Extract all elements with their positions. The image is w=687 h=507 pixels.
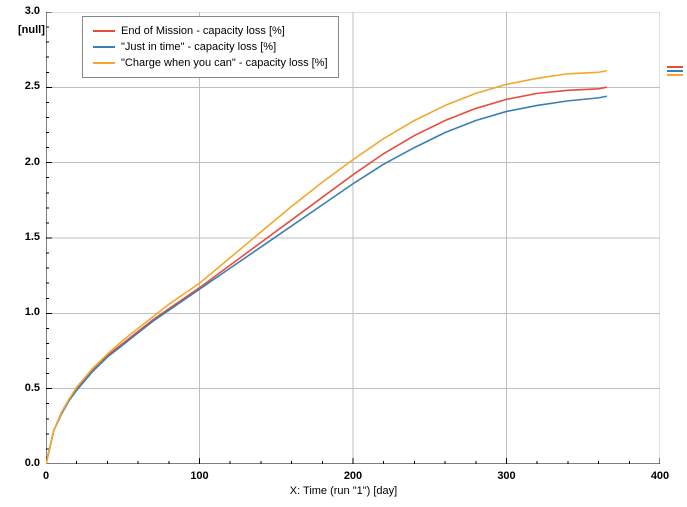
legend-label: End of Mission - capacity loss [%]: [121, 25, 285, 37]
y-tick-label: 0.0: [25, 457, 40, 469]
x-tick-label: 100: [188, 470, 212, 482]
legend-item: "Just in time" - capacity loss [%]: [93, 39, 328, 55]
x-tick-label: 400: [648, 470, 672, 482]
x-tick-label: 200: [341, 470, 365, 482]
y-tick-label: 2.5: [25, 80, 40, 92]
y-tick-label: 0.5: [25, 382, 40, 394]
y-tick-label: 3.0: [25, 5, 40, 17]
side-legend: [667, 66, 683, 76]
x-axis-title-text: X: Time (run "1") [day]: [290, 485, 397, 497]
legend-label: "Charge when you can" - capacity loss [%…: [121, 57, 328, 69]
side-legend-swatch: [667, 74, 683, 76]
legend-item: End of Mission - capacity loss [%]: [93, 23, 328, 39]
side-legend-swatch: [667, 70, 683, 72]
legend-swatch: [93, 30, 115, 32]
x-tick-label: 0: [34, 470, 58, 482]
side-legend-swatch: [667, 66, 683, 68]
legend-swatch: [93, 62, 115, 64]
y-tick-label: 1.5: [25, 231, 40, 243]
y-axis-title: [null]: [18, 24, 45, 36]
y-tick-label: 2.0: [25, 156, 40, 168]
legend-item: "Charge when you can" - capacity loss [%…: [93, 55, 328, 71]
legend-swatch: [93, 46, 115, 48]
x-axis-title: X: Time (run "1") [day]: [0, 485, 687, 497]
y-tick-label: 1.0: [25, 306, 40, 318]
chart-container: [null] End of Mission - capacity loss [%…: [0, 0, 687, 507]
chart-svg: [46, 12, 660, 464]
legend-box: End of Mission - capacity loss [%] "Just …: [82, 16, 339, 78]
y-axis-title-text: [null]: [18, 24, 45, 36]
x-tick-label: 300: [495, 470, 519, 482]
plot-area: [46, 12, 660, 464]
legend-label: "Just in time" - capacity loss [%]: [121, 41, 276, 53]
